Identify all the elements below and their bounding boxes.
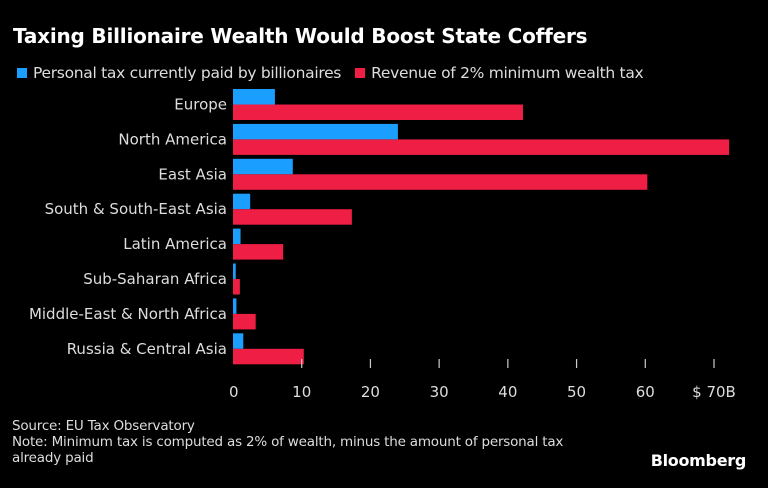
bar-wealth-tax-middle-east-north-africa xyxy=(233,313,256,330)
bar-wealth-tax-east-asia xyxy=(233,174,648,190)
x-tick-label: 60 xyxy=(636,383,655,401)
category-label-east-asia: East Asia xyxy=(158,165,227,183)
bar-personal-tax-middle-east-north-africa xyxy=(233,298,237,314)
x-tick-label: 20 xyxy=(361,383,380,401)
legend-label-wealth-tax: Revenue of 2% minimum wealth tax xyxy=(371,64,644,82)
bar-wealth-tax-europe xyxy=(233,104,523,120)
source-note: Source: EU Tax Observatory xyxy=(12,418,195,434)
bar-wealth-tax-latin-america xyxy=(233,244,284,260)
category-label-south-south-east-asia: South & South-East Asia xyxy=(45,200,227,218)
bar-wealth-tax-north-america xyxy=(233,139,730,155)
bar-personal-tax-east-asia xyxy=(233,158,293,175)
legend-item-personal-tax: Personal tax currently paid by billionai… xyxy=(17,64,341,82)
x-tick-label: 40 xyxy=(498,383,517,401)
legend-label-personal-tax: Personal tax currently paid by billionai… xyxy=(33,64,342,82)
bar-personal-tax-south-south-east-asia xyxy=(233,193,251,210)
x-tick-label: 10 xyxy=(292,383,311,401)
category-label-middle-east-north-africa: Middle-East & North Africa xyxy=(29,305,227,323)
bloomberg-logo: Bloomberg xyxy=(650,451,747,470)
legend-swatch-personal-tax xyxy=(17,68,27,78)
x-tick-label: $ 70B xyxy=(692,383,736,401)
x-tick-label: 30 xyxy=(430,383,449,401)
bar-personal-tax-russia-central-asia xyxy=(233,333,244,349)
bar-wealth-tax-sub-saharan-africa xyxy=(233,279,240,295)
x-tick-label: 50 xyxy=(567,383,586,401)
bar-wealth-tax-russia-central-asia xyxy=(233,348,304,365)
chart-title: Taxing Billionaire Wealth Would Boost St… xyxy=(13,24,588,48)
category-label-latin-america: Latin America xyxy=(123,235,227,253)
bar-personal-tax-europe xyxy=(233,89,275,105)
category-label-sub-saharan-africa: Sub-Saharan Africa xyxy=(83,270,227,288)
legend-item-wealth-tax: Revenue of 2% minimum wealth tax xyxy=(355,64,644,82)
bar-personal-tax-latin-america xyxy=(233,228,241,245)
legend-swatch-wealth-tax xyxy=(355,68,366,78)
category-label-north-america: North America xyxy=(118,130,227,148)
footer: Source: EU Tax Observatory Note: Minimum… xyxy=(12,418,612,466)
bar-wealth-tax-south-south-east-asia xyxy=(233,209,352,225)
methodology-note: Note: Minimum tax is computed as 2% of w… xyxy=(12,434,564,466)
category-label-europe: Europe xyxy=(174,96,227,114)
legend: Personal tax currently paid by billionai… xyxy=(17,64,657,82)
bar-personal-tax-north-america xyxy=(233,123,398,140)
bar-personal-tax-sub-saharan-africa xyxy=(233,263,236,279)
category-label-russia-central-asia: Russia & Central Asia xyxy=(67,340,227,358)
x-tick-label: 0 xyxy=(229,383,239,401)
